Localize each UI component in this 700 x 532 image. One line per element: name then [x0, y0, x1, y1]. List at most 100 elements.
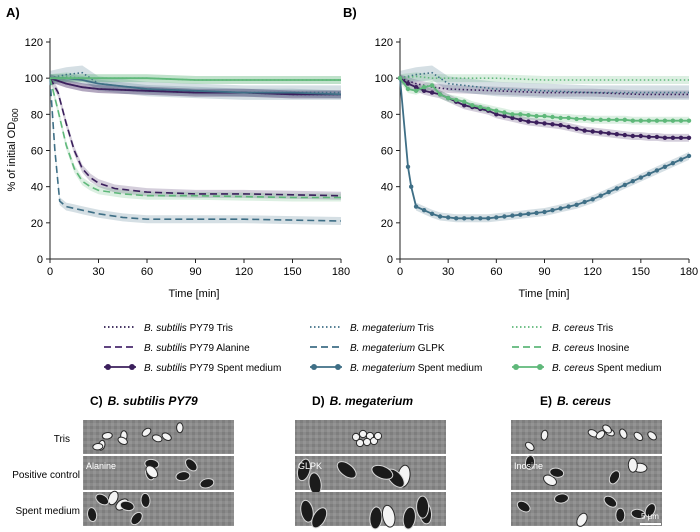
- data-point-b-megaterium-spent-medium: [654, 168, 660, 173]
- series-band-b-megaterium-tris: [400, 65, 689, 100]
- data-point-b-subtilis-py79-spent-medium: [598, 130, 603, 135]
- legend-label: B. cereus Inosine: [552, 343, 630, 354]
- data-point-b-cereus-spent-medium: [574, 116, 579, 122]
- cell: [145, 465, 159, 479]
- data-point-b-cereus-spent-medium: [421, 85, 427, 90]
- data-point-b-cereus-spent-medium: [646, 118, 652, 123]
- panel-c-species: B. subtilis PY79: [108, 394, 198, 408]
- panel-b-label: B): [343, 5, 357, 20]
- legend-condition: Inosine: [594, 343, 629, 354]
- y-tick-label: 120: [375, 37, 393, 49]
- data-point-b-cereus-spent-medium: [534, 113, 539, 119]
- data-point-b-subtilis-py79-spent-medium: [558, 123, 563, 128]
- cell: [369, 506, 383, 530]
- data-point-b-cereus-spent-medium: [582, 116, 587, 122]
- y-tick-label: 60: [381, 146, 393, 158]
- data-point-b-cereus-spent-medium: [566, 115, 571, 121]
- data-point-b-cereus-spent-medium: [413, 88, 419, 94]
- legend-species: B. cereus: [552, 363, 594, 374]
- cell: [141, 427, 152, 437]
- data-point-b-megaterium-spent-medium: [462, 216, 467, 221]
- data-point-b-megaterium-spent-medium: [437, 214, 443, 219]
- data-point-b-cereus-spent-medium: [638, 118, 643, 123]
- legend-label: B. cereus Tris: [552, 323, 613, 334]
- chart-b: 0 20 40 60 80 100 120 0 30 60 90 120 150 180: [375, 37, 699, 278]
- data-point-b-subtilis-py79-spent-medium: [518, 117, 523, 123]
- x-tick-label: 60: [490, 266, 502, 278]
- data-point-b-cereus-spent-medium: [526, 113, 531, 118]
- data-point-b-megaterium-spent-medium: [470, 216, 475, 221]
- data-point-b-subtilis-py79-spent-medium: [678, 135, 684, 140]
- series-band-b-megaterium-tris: [50, 65, 341, 100]
- x-tick-label: 120: [235, 266, 253, 278]
- data-point-b-megaterium-spent-medium: [429, 211, 435, 216]
- data-point-b-megaterium-spent-medium: [486, 216, 491, 221]
- data-point-b-megaterium-spent-medium: [542, 209, 547, 215]
- cell: [525, 441, 535, 452]
- data-point-b-megaterium-spent-medium: [558, 206, 563, 211]
- x-tick-label: 150: [632, 266, 650, 278]
- cell: [576, 512, 588, 527]
- data-point-b-subtilis-py79-spent-medium: [662, 135, 668, 140]
- cell: [92, 442, 104, 451]
- data-point-b-megaterium-spent-medium: [502, 214, 507, 219]
- y-tick-label: 100: [25, 73, 43, 85]
- data-point-b-subtilis-py79-spent-medium: [526, 119, 531, 124]
- data-point-b-megaterium-spent-medium: [518, 212, 523, 217]
- legend: B. subtilis PY79 Tris B. megaterium Tris B…: [104, 323, 662, 374]
- series-band-b-cereus-tris: [50, 72, 341, 84]
- cell: [543, 474, 557, 487]
- cell: [311, 507, 328, 529]
- cell: [619, 428, 628, 439]
- data-point-b-subtilis-py79-spent-medium: [638, 133, 643, 139]
- data-point-b-subtilis-py79-spent-medium: [542, 121, 547, 126]
- data-point-b-cereus-spent-medium: [429, 83, 435, 88]
- data-point-b-cereus-spent-medium: [654, 118, 660, 123]
- cell: [540, 429, 549, 441]
- panel-e-species: B. cereus: [557, 394, 611, 408]
- data-point-b-cereus-spent-medium: [518, 112, 523, 117]
- data-point-b-subtilis-py79-spent-medium: [510, 115, 515, 121]
- data-point-b-subtilis-py79-spent-medium: [502, 113, 507, 119]
- scale-bar-label: 5 μm: [641, 512, 659, 521]
- cell: [603, 495, 618, 508]
- cell: [516, 500, 531, 513]
- cell: [199, 478, 215, 489]
- data-point-b-megaterium-spent-medium: [614, 186, 619, 191]
- data-point-b-cereus-spent-medium: [622, 117, 627, 123]
- data-point-b-cereus-spent-medium: [542, 113, 547, 119]
- cell: [175, 471, 191, 482]
- cell: [416, 495, 430, 519]
- data-point-b-cereus-spent-medium: [494, 108, 499, 113]
- y-axis-label-a: % of initial OD600: [6, 108, 20, 192]
- series-line-b-cereus-spent-medium: [50, 77, 341, 81]
- data-point-b-megaterium-spent-medium: [454, 216, 459, 221]
- x-tick-label: 90: [538, 266, 550, 278]
- data-point-b-subtilis-py79-spent-medium: [646, 134, 652, 140]
- data-point-b-megaterium-spent-medium: [494, 215, 499, 220]
- cell: [151, 434, 163, 443]
- legend-marker: [537, 364, 543, 370]
- cell: [336, 461, 357, 479]
- y-axis-label-main: % of initial OD: [6, 122, 18, 192]
- legend-marker: [513, 364, 519, 370]
- y-tick-label: 20: [31, 218, 43, 230]
- data-point-b-subtilis-py79-spent-medium: [550, 122, 555, 127]
- cell: [627, 457, 638, 473]
- legend-species: B. cereus: [552, 343, 594, 354]
- legend-label: B. megaterium Tris: [350, 323, 434, 334]
- data-point-b-cereus-spent-medium: [446, 95, 451, 101]
- cell: [554, 493, 569, 504]
- data-point-b-megaterium-spent-medium: [574, 202, 579, 207]
- data-point-b-cereus-spent-medium: [405, 86, 411, 92]
- cell: [647, 431, 657, 441]
- overlay-alanine: Alanine: [86, 461, 116, 471]
- x-tick-label: 90: [189, 266, 201, 278]
- cell: [595, 430, 606, 440]
- legend-condition: Tris: [415, 323, 434, 334]
- y-tick-label: 0: [387, 254, 393, 266]
- y-tick-label: 120: [25, 37, 43, 49]
- data-point-b-megaterium-spent-medium: [409, 184, 414, 189]
- series-band-b-megaterium-spent-medium: [400, 74, 689, 223]
